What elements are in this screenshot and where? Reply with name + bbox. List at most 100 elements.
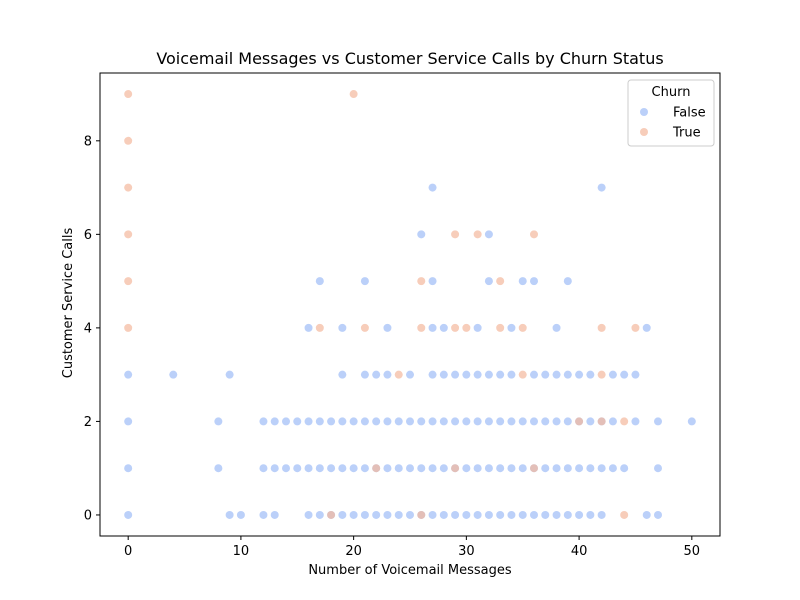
data-point — [406, 370, 414, 379]
data-point — [428, 277, 437, 286]
chart-title: Voicemail Messages vs Customer Service C… — [156, 49, 663, 68]
series-true-points — [124, 90, 640, 519]
data-point — [428, 417, 437, 426]
data-point — [451, 230, 460, 239]
data-point — [654, 417, 662, 426]
data-point — [552, 323, 561, 332]
data-point — [552, 417, 561, 426]
x-tick-label: 20 — [345, 544, 362, 559]
data-point — [586, 370, 595, 379]
data-point — [541, 510, 550, 519]
data-point — [417, 510, 426, 519]
series-false-points — [124, 183, 696, 519]
data-point — [597, 464, 606, 473]
data-point — [530, 370, 538, 379]
data-point — [406, 417, 414, 426]
data-point — [507, 370, 516, 379]
data-point — [575, 417, 584, 426]
data-point — [383, 417, 392, 426]
y-tick-label: 2 — [84, 415, 92, 430]
x-tick-label: 50 — [684, 544, 701, 559]
data-point — [608, 417, 617, 426]
data-point — [597, 417, 606, 426]
data-point — [586, 510, 595, 519]
data-point — [315, 277, 324, 286]
data-point — [473, 230, 482, 239]
data-point — [372, 370, 381, 379]
data-point — [360, 464, 369, 473]
data-point — [383, 370, 392, 379]
data-point — [394, 464, 403, 473]
data-point — [451, 464, 460, 473]
legend-label-true: True — [672, 126, 701, 141]
data-point — [360, 277, 369, 286]
data-point — [541, 370, 550, 379]
data-point — [417, 417, 426, 426]
data-point — [575, 370, 584, 379]
data-point — [451, 417, 460, 426]
data-point — [496, 370, 505, 379]
data-point — [372, 464, 381, 473]
data-point — [518, 464, 527, 473]
y-tick-label: 8 — [84, 134, 92, 149]
data-point — [473, 370, 482, 379]
data-point — [642, 510, 651, 519]
data-point — [236, 510, 245, 519]
data-point — [327, 417, 336, 426]
data-point — [338, 510, 347, 519]
data-point — [631, 323, 640, 332]
legend-box — [627, 79, 715, 147]
data-point — [586, 417, 595, 426]
data-point — [530, 464, 538, 473]
x-tick-label: 40 — [571, 544, 588, 559]
data-point — [608, 370, 617, 379]
data-point — [642, 323, 651, 332]
data-point — [214, 417, 223, 426]
data-point — [360, 370, 369, 379]
data-point — [473, 417, 482, 426]
data-point — [654, 464, 662, 473]
data-point — [563, 417, 572, 426]
y-tick-label: 4 — [84, 321, 92, 336]
data-point — [315, 510, 324, 519]
legend-label-false: False — [673, 106, 706, 121]
data-point — [349, 417, 358, 426]
data-point — [518, 510, 527, 519]
data-point — [620, 417, 629, 426]
data-point — [304, 323, 313, 332]
data-point — [597, 370, 606, 379]
data-point — [496, 417, 505, 426]
data-point — [124, 230, 133, 239]
legend-marker-false — [640, 108, 648, 116]
data-point — [259, 417, 268, 426]
data-point — [225, 510, 234, 519]
plot-frame — [99, 72, 721, 537]
data-point — [394, 370, 403, 379]
data-point — [507, 417, 516, 426]
data-point — [484, 230, 493, 239]
data-point — [484, 464, 493, 473]
y-tick-label: 0 — [84, 508, 92, 523]
x-tick-label: 10 — [233, 544, 250, 559]
data-point — [360, 510, 369, 519]
data-point — [563, 510, 572, 519]
data-point — [575, 510, 584, 519]
data-point — [406, 510, 414, 519]
data-point — [518, 417, 527, 426]
data-point — [417, 323, 426, 332]
data-point — [124, 90, 133, 99]
data-point — [406, 464, 414, 473]
data-point — [439, 323, 448, 332]
data-point — [563, 277, 572, 286]
data-point — [349, 510, 358, 519]
data-point — [631, 417, 640, 426]
data-point — [575, 464, 584, 473]
data-point — [552, 510, 561, 519]
data-point — [293, 464, 302, 473]
data-point — [315, 464, 324, 473]
data-point — [372, 510, 381, 519]
data-point — [304, 464, 313, 473]
data-point — [496, 464, 505, 473]
data-point — [473, 510, 482, 519]
data-point — [484, 510, 493, 519]
